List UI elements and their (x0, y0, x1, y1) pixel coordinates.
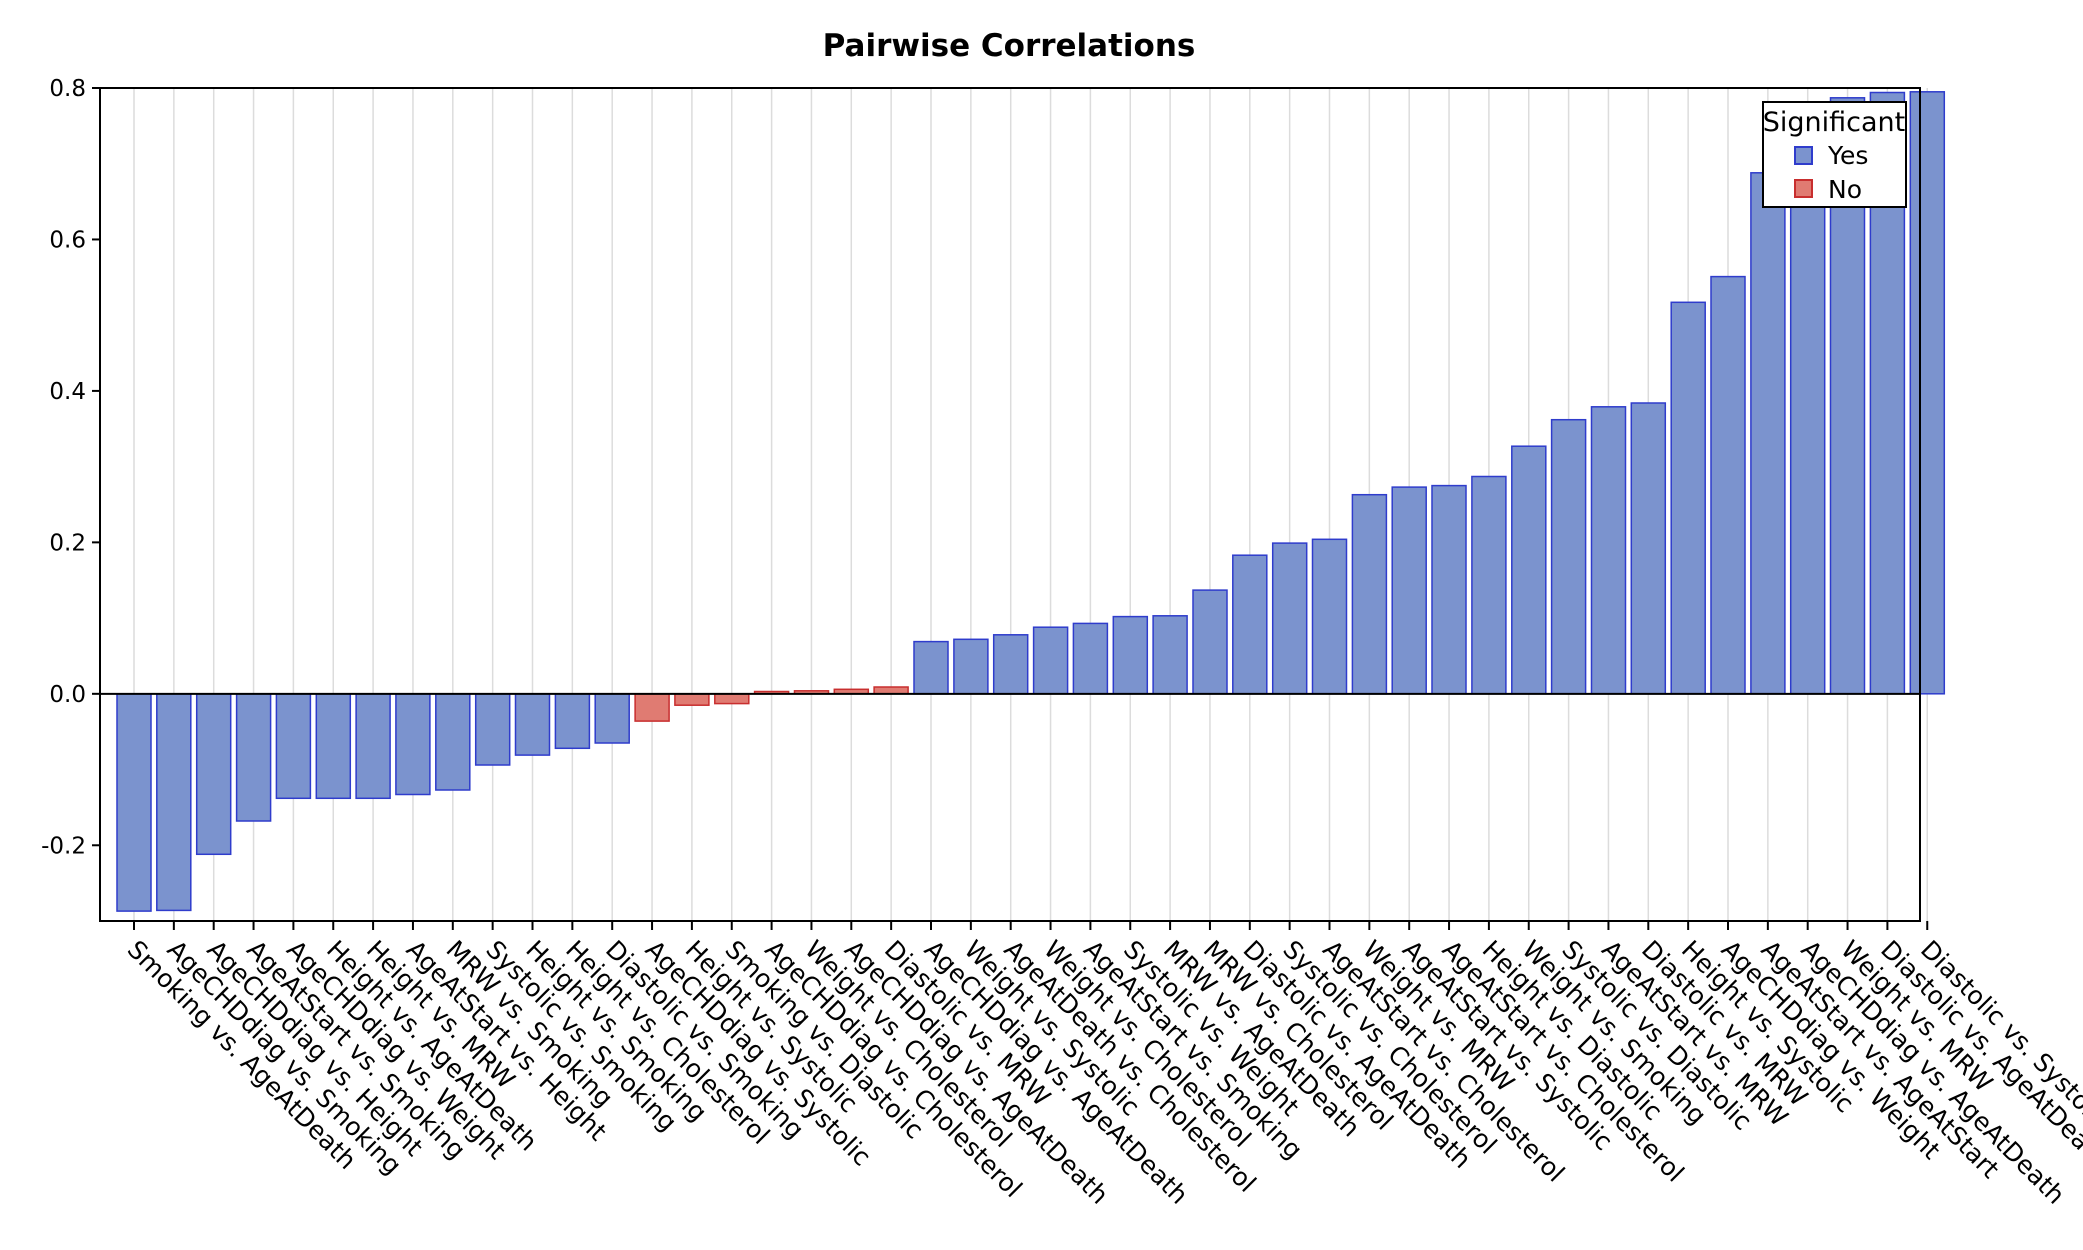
y-tick-label: 0.6 (49, 227, 86, 253)
legend-frame (1762, 101, 1907, 208)
bar (315, 693, 352, 800)
y-tick-label: 0.4 (49, 379, 86, 405)
legend-label-yes: Yes (1827, 141, 1868, 170)
bar (195, 693, 232, 856)
bar (1192, 589, 1228, 695)
bar (514, 693, 551, 756)
bar (1311, 538, 1348, 695)
legend-swatch-no (1794, 179, 1813, 198)
bar (235, 693, 272, 822)
legend-label-no: No (1828, 175, 1862, 204)
bar (1511, 445, 1547, 695)
bar (913, 640, 949, 695)
legend: Significant Yes No (1762, 101, 1907, 208)
bar (116, 693, 152, 912)
y-tick-label: 0.2 (49, 530, 86, 556)
bar (1471, 475, 1507, 695)
bar (1550, 418, 1587, 695)
bar (1271, 542, 1308, 695)
chart-title: Pairwise Correlations (823, 28, 1196, 64)
legend-swatch-yes (1794, 146, 1813, 165)
bar (395, 693, 431, 796)
bar (554, 693, 591, 750)
bar (873, 686, 909, 695)
bar (953, 638, 989, 695)
bar (1590, 406, 1627, 695)
bar (634, 693, 670, 722)
gridlines (133, 88, 1928, 921)
bar (1391, 486, 1427, 695)
y-tick-label: 0.8 (49, 76, 86, 102)
bar (1351, 493, 1388, 695)
bar (594, 693, 630, 744)
y-tick-label: 0.0 (49, 682, 86, 708)
bar (992, 634, 1029, 695)
bar (1032, 626, 1069, 695)
bar (1710, 275, 1746, 695)
y-tick-label: -0.2 (41, 833, 86, 859)
bar (355, 693, 391, 800)
bar (1630, 402, 1667, 695)
bar (1750, 172, 1786, 695)
bar (1152, 615, 1188, 695)
bar (275, 693, 312, 800)
bar (1431, 484, 1467, 695)
bar (474, 693, 511, 766)
bar (1670, 301, 1706, 695)
bar (1112, 615, 1149, 695)
bar (1072, 622, 1109, 695)
bars (116, 91, 1946, 912)
bar (1789, 126, 1826, 695)
bar (714, 693, 750, 705)
bar (156, 693, 192, 912)
bar (674, 693, 710, 706)
bar (1232, 554, 1268, 695)
legend-title: Significant (1763, 107, 1906, 138)
bar (435, 693, 471, 791)
bar (1909, 91, 1946, 695)
